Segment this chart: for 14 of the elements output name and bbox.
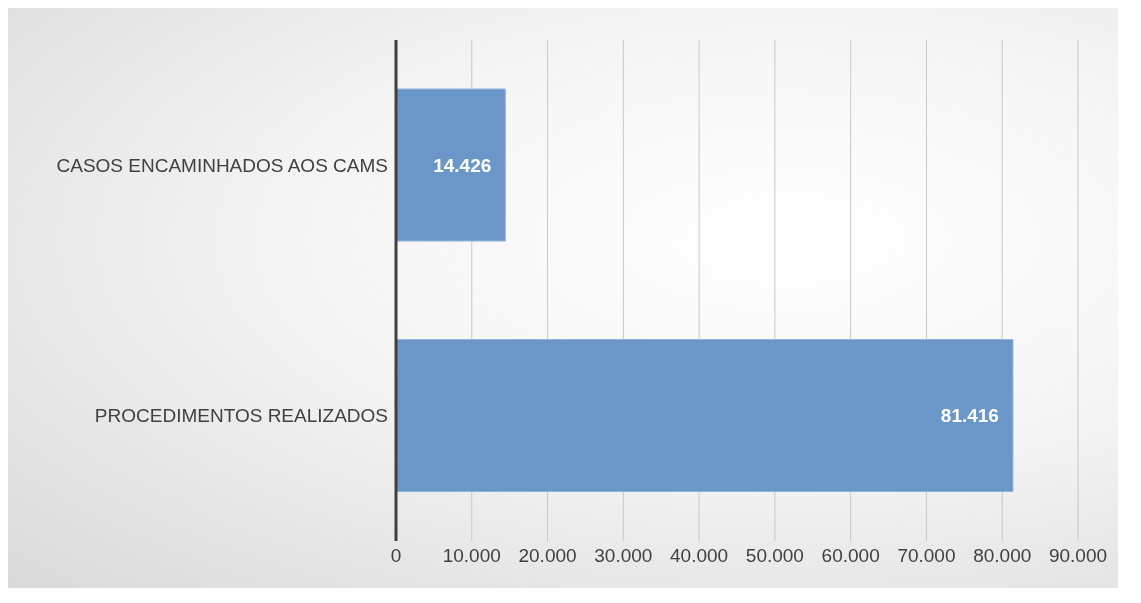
x-tick-label: 0	[390, 545, 402, 567]
x-tick-label: 90.000	[1048, 545, 1108, 567]
x-tick-label: 20.000	[518, 545, 577, 567]
y-tick-label: PROCEDIMENTOS REALIZADOS	[94, 405, 388, 427]
x-tick-label: 80.000	[973, 545, 1032, 567]
x-tick-label: 70.000	[897, 545, 956, 567]
x-tick-label: 30.000	[594, 545, 653, 567]
y-tick-label: CASOS ENCAMINHADOS AOS CAMS	[56, 154, 388, 176]
x-tick-label: 10.000	[442, 545, 501, 567]
x-tick-label: 40.000	[670, 545, 729, 567]
data-label: 81.416	[940, 405, 999, 426]
x-tick-label: 50.000	[745, 545, 804, 567]
data-label: 14.426	[433, 154, 492, 176]
x-tick-label: 60.000	[821, 545, 880, 567]
